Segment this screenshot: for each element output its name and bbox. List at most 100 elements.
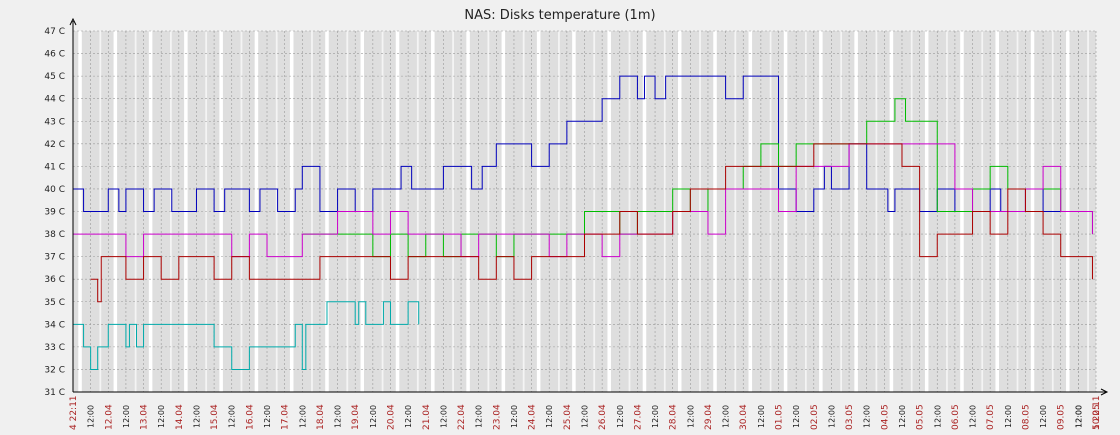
x-tick-midday-label: 12:00 — [263, 405, 272, 428]
x-tick-date-label: 05.05 — [916, 404, 926, 430]
x-tick-start-label: 4 22:11 — [69, 395, 79, 430]
x-axis-arrow — [1100, 388, 1109, 396]
night-band — [875, 31, 878, 392]
x-tick-date-label: 01.05 — [775, 404, 785, 430]
night-band — [311, 31, 313, 392]
x-tick-midday-label: 12:00 — [827, 405, 836, 428]
y-tick-label: 42 C — [44, 140, 65, 150]
x-tick-midday-label: 12:00 — [545, 405, 554, 428]
y-axis-arrow — [69, 17, 77, 26]
x-tick-date-label: 06.05 — [951, 404, 961, 430]
x-tick-midday-label: 12:00 — [686, 405, 695, 428]
series-line-3 — [90, 143, 1093, 303]
night-band — [134, 31, 137, 392]
y-tick-label: 35 C — [44, 298, 65, 308]
x-tick-midday-label: 12:00 — [298, 405, 307, 428]
axes — [69, 17, 1109, 396]
series-line-4 — [73, 301, 420, 370]
y-tick-label: 33 C — [44, 343, 65, 353]
night-band — [501, 31, 506, 392]
x-tick-date-label: 20.04 — [386, 404, 396, 430]
x-tick-date-label: 10.05 — [1092, 404, 1102, 430]
x-tick-date-label: 30.04 — [739, 404, 749, 430]
x-tick-date-label: 26.04 — [598, 404, 608, 430]
y-tick-label: 41 C — [44, 162, 65, 172]
night-band — [431, 31, 435, 392]
x-tick-date-label: 25.04 — [563, 404, 573, 430]
x-tick-date-label: 23.04 — [492, 404, 502, 430]
x-tick-date-label: 17.04 — [281, 404, 291, 430]
night-band — [275, 31, 278, 392]
x-tick-midday-label: 12:00 — [969, 405, 978, 428]
x-tick-date-label: 03.05 — [845, 404, 855, 430]
x-tick-date-label: 12.04 — [104, 404, 114, 430]
x-tick-midday-label: 12:00 — [757, 405, 766, 428]
x-tick-midday-label: 12:00 — [228, 405, 237, 428]
x-tick-midday-label: 12:00 — [581, 405, 590, 428]
night-band — [854, 31, 858, 392]
y-tick-label: 32 C — [44, 365, 65, 375]
night-band — [910, 31, 913, 392]
series-group — [73, 75, 1093, 370]
x-tick-midday-label: 12:00 — [87, 405, 96, 428]
x-tick-date-label: 08.05 — [1021, 404, 1031, 430]
x-tick-midday-label: 12:00 — [898, 405, 907, 428]
x-tick-midday-label: 12:00 — [475, 405, 484, 428]
x-tick-date-label: 04.05 — [880, 404, 890, 430]
y-tick-label: 34 C — [44, 320, 65, 330]
night-band — [819, 31, 823, 392]
series-line-1 — [302, 98, 1093, 258]
x-tick-date-label: 27.04 — [633, 404, 643, 430]
chart-title: NAS: Disks temperature (1m) — [464, 8, 655, 23]
x-tick-midday-label: 12:00 — [863, 405, 872, 428]
night-band — [734, 31, 737, 392]
x-tick-midday-label: 12:00 — [157, 405, 166, 428]
x-tick-date-label: 02.05 — [810, 404, 820, 430]
x-tick-midday-label: 12:00 — [439, 405, 448, 428]
y-tick-label: 39 C — [44, 208, 65, 218]
y-tick-label: 38 C — [44, 230, 65, 240]
x-tick-date-label: 22.04 — [457, 404, 467, 430]
x-tick-midday-label: 12:00 — [1074, 405, 1083, 428]
x-tick-date-label: 24.04 — [528, 404, 538, 430]
x-tick-date-label: 09.05 — [1057, 404, 1067, 430]
x-tick-midday-label: 12:00 — [369, 405, 378, 428]
x-tick-date-label: 28.04 — [669, 404, 679, 430]
x-tick-date-label: 29.04 — [704, 404, 714, 430]
x-tick-midday-label: 12:00 — [122, 405, 131, 428]
x-tick-date-label: 07.05 — [986, 404, 996, 430]
x-tick-midday-label: 12:00 — [1039, 405, 1048, 428]
x-tick-midday-label: 12:00 — [1074, 405, 1083, 428]
night-band — [713, 31, 717, 392]
y-tick-label: 46 C — [44, 50, 65, 60]
x-tick-date-label: 15.04 — [210, 404, 220, 430]
x-tick-midday-label: 12:00 — [1004, 405, 1013, 428]
y-tick-label: 45 C — [44, 72, 65, 82]
y-axis-ticks: 31 C 32 C 33 C 34 C 35 C 36 C 37 C 38 C 39 C 40 C… — [44, 27, 65, 398]
series-line-0 — [73, 75, 1093, 212]
x-tick-end-label: 5 22:11 — [1092, 395, 1102, 430]
x-tick-midday-label: 12:00 — [616, 405, 625, 428]
night-band — [487, 31, 490, 392]
night-band — [466, 31, 470, 392]
x-tick-midday-label: 12:00 — [792, 405, 801, 428]
night-band — [113, 31, 118, 392]
x-tick-midday-label: 12:00 — [651, 405, 660, 428]
night-band — [78, 31, 82, 392]
x-tick-midday-label: 12:00 — [334, 405, 343, 428]
x-axis-ticks: 4 22:11 12:00 12.04 12:00 13.04 12:00 14.04 12:… — [69, 395, 1102, 430]
y-tick-label: 36 C — [44, 275, 65, 285]
x-tick-date-label: 16.04 — [245, 404, 255, 430]
y-tick-label: 43 C — [44, 117, 65, 127]
x-tick-midday-label: 12:00 — [510, 405, 519, 428]
x-tick-date-label: 14.04 — [175, 404, 185, 430]
x-tick-midday-label: 12:00 — [404, 405, 413, 428]
x-tick-midday-label: 12:00 — [933, 405, 942, 428]
x-tick-date-label: 19.04 — [351, 404, 361, 430]
y-tick-label: 40 C — [44, 185, 65, 195]
x-tick-date-label: 18.04 — [316, 404, 326, 430]
x-tick-date-label: 21.04 — [422, 404, 432, 430]
y-tick-label: 37 C — [44, 253, 65, 263]
